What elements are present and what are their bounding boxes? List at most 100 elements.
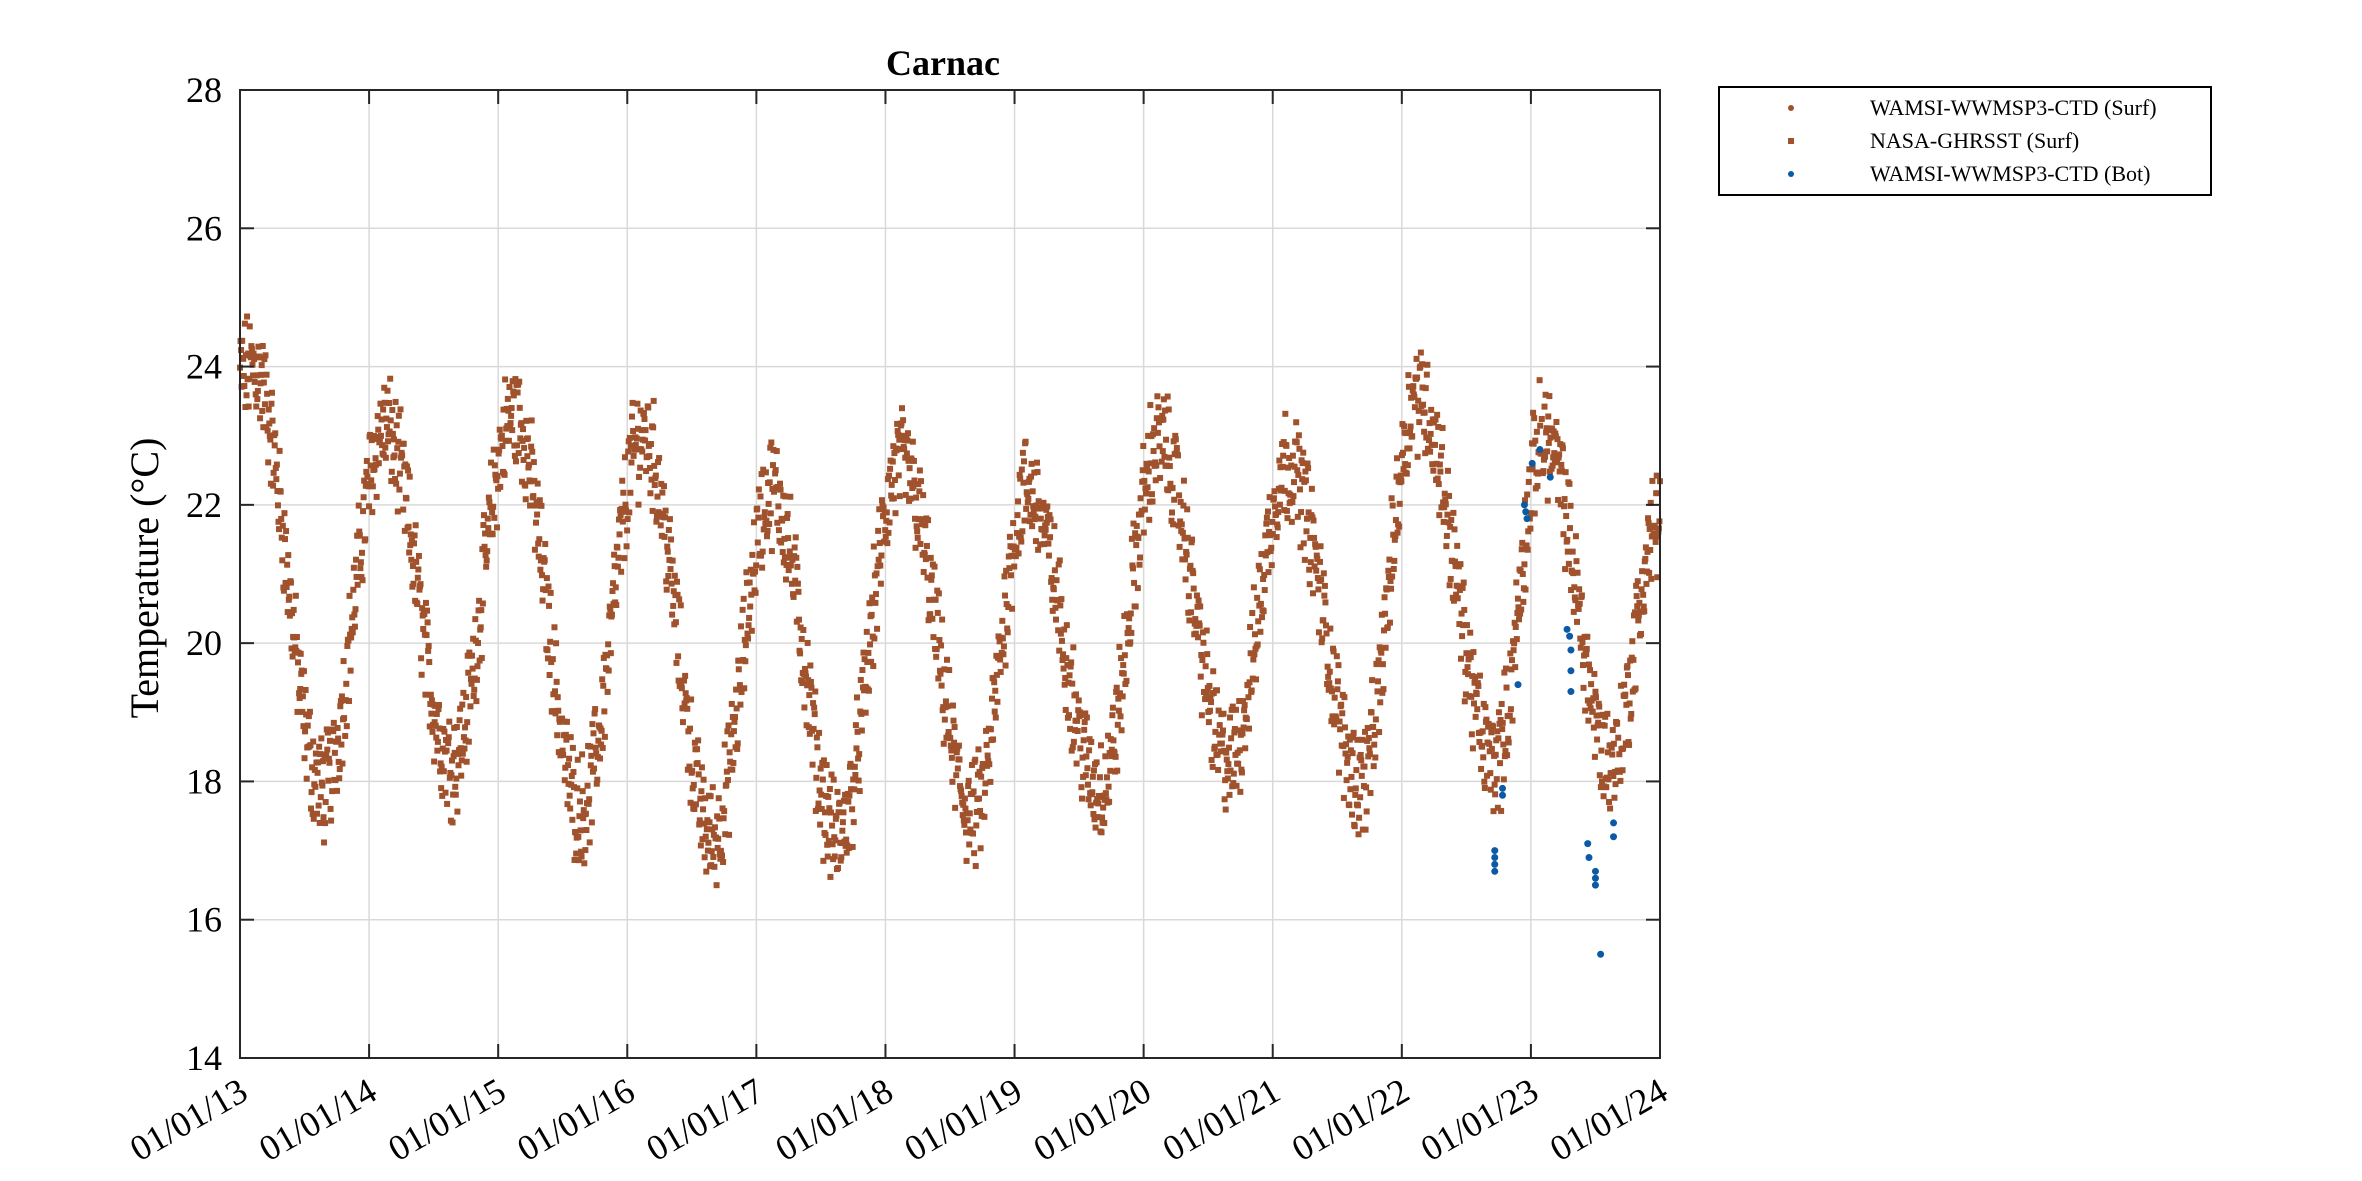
ghrsst-point: [764, 527, 771, 534]
ghrsst-point: [698, 788, 705, 795]
ghrsst-point: [1483, 716, 1490, 723]
ghrsst-point: [547, 638, 554, 645]
ghrsst-point: [408, 556, 415, 563]
ghrsst-point: [543, 575, 550, 582]
ghrsst-point: [948, 747, 955, 754]
ghrsst-point: [1243, 716, 1250, 723]
ghrsst-point: [1110, 737, 1117, 744]
ghrsst-point: [807, 662, 814, 669]
ghrsst-point: [753, 562, 760, 569]
ghrsst-point: [1560, 531, 1567, 538]
ghrsst-point: [764, 533, 771, 540]
ghrsst-point: [1429, 461, 1436, 468]
ghrsst-point: [1512, 623, 1519, 630]
ghrsst-point: [926, 596, 933, 603]
ghrsst-point: [407, 531, 414, 538]
ghrsst-point: [760, 526, 767, 533]
ghrsst-point: [650, 397, 657, 404]
ghrsst-point: [307, 742, 314, 749]
ghrsst-point: [485, 494, 492, 501]
ghrsst-point: [1131, 579, 1138, 586]
ghrsst-point: [255, 343, 262, 350]
ghrsst-point: [1046, 512, 1053, 519]
ghrsst-point: [1230, 780, 1237, 787]
ghrsst-point: [1254, 594, 1261, 601]
ghrsst-point: [1282, 410, 1289, 417]
ghrsst-point: [1424, 361, 1431, 368]
ghrsst-point: [741, 636, 748, 643]
ghrsst-point: [1409, 433, 1416, 440]
ghrsst-point: [876, 506, 883, 513]
ctd-bot-point: [1566, 632, 1574, 640]
ghrsst-point: [737, 701, 744, 708]
ghrsst-point: [883, 509, 890, 516]
ghrsst-point: [1172, 432, 1179, 439]
ghrsst-point: [1142, 490, 1149, 497]
ghrsst-point: [1653, 472, 1660, 479]
ghrsst-point: [1593, 712, 1600, 719]
ghrsst-point: [1087, 802, 1094, 809]
ghrsst-point: [437, 760, 444, 767]
ghrsst-point: [336, 766, 343, 773]
ghrsst-point: [1548, 465, 1555, 472]
ghrsst-point: [1345, 733, 1352, 740]
ghrsst-point: [268, 389, 275, 396]
ghrsst-point: [642, 437, 649, 444]
ghrsst-point: [1431, 441, 1438, 448]
ghrsst-point: [428, 697, 435, 704]
ghrsst-point: [1203, 627, 1210, 634]
ghrsst-point: [1081, 719, 1088, 726]
ghrsst-point: [1437, 452, 1444, 459]
ghrsst-point: [312, 783, 319, 790]
ghrsst-point: [1346, 736, 1353, 743]
ghrsst-point: [1258, 551, 1265, 558]
ghrsst-point: [826, 805, 833, 812]
ghrsst-point: [539, 597, 546, 604]
ghrsst-point: [512, 376, 519, 383]
ghrsst-point: [1313, 567, 1320, 574]
ghrsst-point: [1029, 488, 1036, 495]
ghrsst-point: [569, 744, 576, 751]
ghrsst-point: [335, 758, 342, 765]
ghrsst-point: [506, 384, 513, 391]
ghrsst-point: [1571, 584, 1578, 591]
ghrsst-point: [1159, 448, 1166, 455]
ghrsst-point: [1085, 796, 1092, 803]
ghrsst-point: [1200, 639, 1207, 646]
ghrsst-point: [699, 836, 706, 843]
ghrsst-point: [966, 841, 973, 848]
ghrsst-point: [1415, 407, 1422, 414]
ghrsst-point: [795, 588, 802, 595]
ghrsst-point: [867, 641, 874, 648]
ghrsst-point: [1309, 514, 1316, 521]
ghrsst-point: [1518, 606, 1525, 613]
ghrsst-point: [1302, 468, 1309, 475]
ctd-bot-point: [1491, 860, 1499, 868]
ctd-bot-point: [1536, 446, 1544, 454]
ghrsst-point: [1442, 501, 1449, 508]
ghrsst-point: [1048, 575, 1055, 582]
ghrsst-point: [1051, 567, 1058, 574]
y-tick-label: 20: [186, 623, 222, 663]
ghrsst-point: [840, 809, 847, 816]
y-tick-label: 28: [186, 70, 222, 110]
ghrsst-point: [1032, 538, 1039, 545]
ghrsst-point: [1554, 436, 1561, 443]
ghrsst-point: [1580, 684, 1587, 691]
ghrsst-point: [299, 708, 306, 715]
ghrsst-point: [827, 873, 834, 880]
ghrsst-point: [840, 797, 847, 804]
ghrsst-point: [277, 488, 284, 495]
ghrsst-point: [656, 455, 663, 462]
ghrsst-point: [480, 522, 487, 529]
y-tick-label: 18: [186, 761, 222, 801]
ghrsst-point: [378, 416, 385, 423]
ghrsst-point: [1174, 452, 1181, 459]
ghrsst-point: [962, 805, 969, 812]
ghrsst-point: [607, 606, 614, 613]
ghrsst-point: [1015, 498, 1022, 505]
ghrsst-point: [831, 853, 838, 860]
ghrsst-point: [1358, 757, 1365, 764]
ghrsst-point: [1512, 664, 1519, 671]
ghrsst-point: [1219, 727, 1226, 734]
